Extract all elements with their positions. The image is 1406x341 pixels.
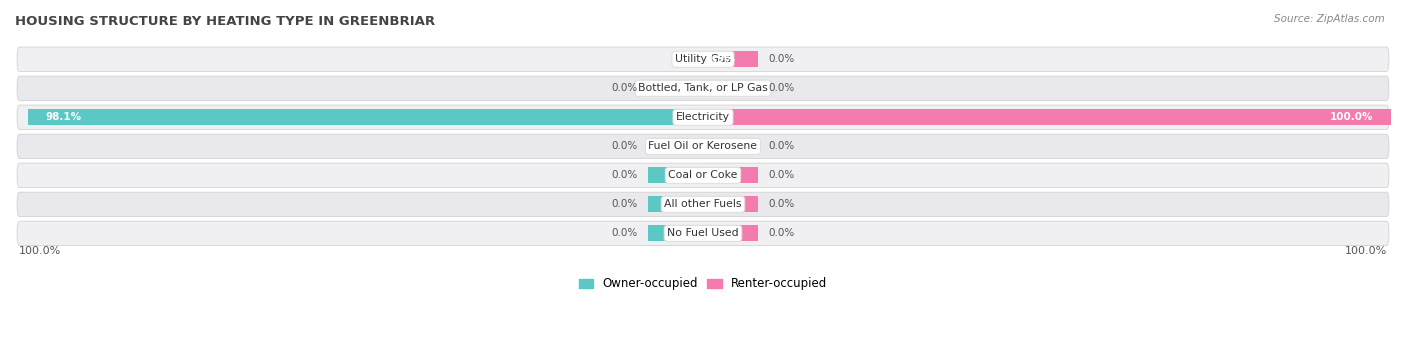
Text: HOUSING STRUCTURE BY HEATING TYPE IN GREENBRIAR: HOUSING STRUCTURE BY HEATING TYPE IN GRE… bbox=[15, 15, 434, 28]
Text: 100.0%: 100.0% bbox=[1346, 246, 1388, 256]
Legend: Owner-occupied, Renter-occupied: Owner-occupied, Renter-occupied bbox=[574, 272, 832, 295]
Text: 0.0%: 0.0% bbox=[768, 54, 794, 64]
Bar bbox=[648, 225, 703, 241]
Bar bbox=[648, 167, 703, 183]
Bar bbox=[648, 80, 703, 96]
Text: Coal or Coke: Coal or Coke bbox=[668, 170, 738, 180]
FancyBboxPatch shape bbox=[17, 105, 1389, 130]
Text: 0.0%: 0.0% bbox=[612, 170, 638, 180]
Text: 0.0%: 0.0% bbox=[612, 199, 638, 209]
Text: Fuel Oil or Kerosene: Fuel Oil or Kerosene bbox=[648, 141, 758, 151]
Bar bbox=[690, 51, 703, 67]
Text: Utility Gas: Utility Gas bbox=[675, 54, 731, 64]
Bar bbox=[703, 196, 758, 212]
Bar bbox=[648, 196, 703, 212]
Bar bbox=[28, 109, 703, 125]
Text: 0.0%: 0.0% bbox=[768, 141, 794, 151]
Text: 0.0%: 0.0% bbox=[768, 199, 794, 209]
Bar bbox=[703, 225, 758, 241]
Bar bbox=[703, 51, 758, 67]
Text: 0.0%: 0.0% bbox=[612, 141, 638, 151]
Text: 100.0%: 100.0% bbox=[18, 246, 60, 256]
Bar bbox=[648, 138, 703, 154]
FancyBboxPatch shape bbox=[17, 163, 1389, 188]
FancyBboxPatch shape bbox=[17, 134, 1389, 159]
Text: Electricity: Electricity bbox=[676, 112, 730, 122]
FancyBboxPatch shape bbox=[17, 47, 1389, 71]
Text: Source: ZipAtlas.com: Source: ZipAtlas.com bbox=[1274, 14, 1385, 24]
Text: 0.0%: 0.0% bbox=[768, 228, 794, 238]
Bar bbox=[703, 138, 758, 154]
Text: 0.0%: 0.0% bbox=[612, 83, 638, 93]
FancyBboxPatch shape bbox=[17, 221, 1389, 246]
Text: 98.1%: 98.1% bbox=[45, 112, 82, 122]
Text: 0.0%: 0.0% bbox=[768, 83, 794, 93]
Text: Bottled, Tank, or LP Gas: Bottled, Tank, or LP Gas bbox=[638, 83, 768, 93]
Text: 0.0%: 0.0% bbox=[612, 228, 638, 238]
Text: 0.0%: 0.0% bbox=[768, 170, 794, 180]
Bar bbox=[703, 109, 1391, 125]
FancyBboxPatch shape bbox=[17, 192, 1389, 217]
Text: No Fuel Used: No Fuel Used bbox=[668, 228, 738, 238]
Text: 1.9%: 1.9% bbox=[707, 54, 735, 64]
FancyBboxPatch shape bbox=[17, 76, 1389, 100]
Text: 100.0%: 100.0% bbox=[1330, 112, 1374, 122]
Bar bbox=[703, 80, 758, 96]
Bar bbox=[703, 167, 758, 183]
Text: All other Fuels: All other Fuels bbox=[664, 199, 742, 209]
